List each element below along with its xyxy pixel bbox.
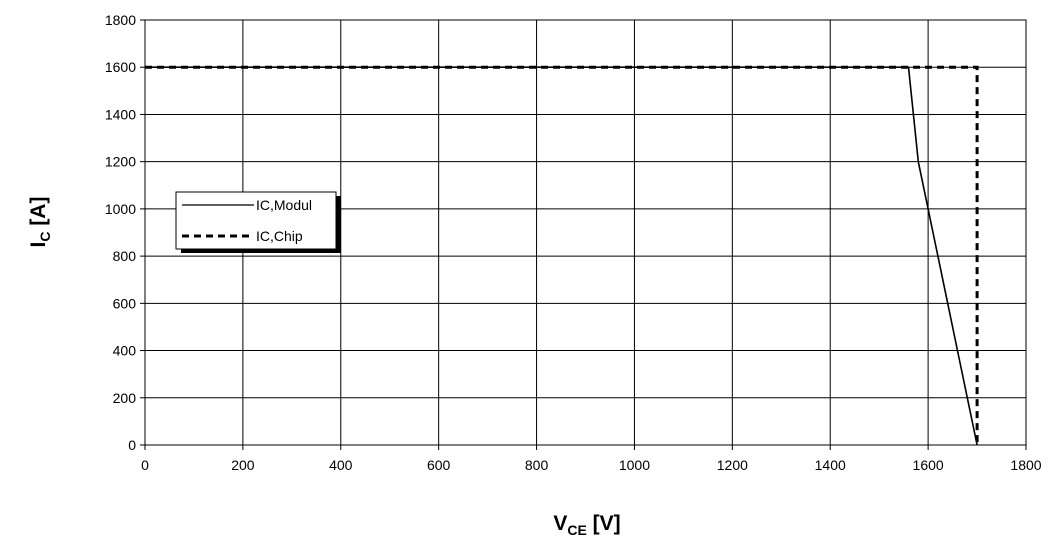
y-tick-label: 1000 — [105, 201, 136, 217]
y-axis-title: IC [A] — [27, 197, 53, 248]
plot-frame — [144, 19, 1027, 446]
x-tick-label: 0 — [141, 457, 149, 473]
x-tick-label: 1200 — [717, 457, 748, 473]
y-tick-label: 800 — [113, 248, 137, 264]
x-tick-label: 200 — [231, 457, 255, 473]
x-tick-label: 1600 — [913, 457, 944, 473]
x-tick-label: 400 — [329, 457, 353, 473]
y-tick-label: 400 — [113, 343, 137, 359]
series-layer — [145, 65, 979, 446]
x-tick-label: 600 — [427, 457, 451, 473]
legend: IC,Modul IC,Chip — [175, 191, 341, 253]
legend-label-chip: IC,Chip — [256, 228, 303, 244]
y-axis: 0 200 400 600 800 1000 1200 1400 1600 1800 — [105, 12, 145, 453]
y-tick-label: 600 — [113, 295, 137, 311]
series-line-ic-modul — [145, 66, 978, 446]
legend-box — [175, 191, 337, 250]
y-tick-label: 1400 — [105, 106, 136, 122]
x-axis-title: VCE [V] — [553, 512, 620, 538]
legend-label-modul: IC,Modul — [256, 197, 312, 213]
y-tick-label: 200 — [113, 390, 137, 406]
y-tick-label: 0 — [128, 437, 136, 453]
y-tick-label: 1200 — [105, 154, 136, 170]
y-tick-label: 1800 — [105, 12, 136, 28]
x-tick-label: 1000 — [619, 457, 650, 473]
x-axis: 0 200 400 600 800 1000 1200 1400 1600 1800 — [141, 445, 1042, 473]
x-tick-label: 800 — [525, 457, 549, 473]
y-tick-label: 1600 — [105, 59, 136, 75]
x-tick-label: 1800 — [1010, 457, 1041, 473]
x-tick-label: 1400 — [815, 457, 846, 473]
